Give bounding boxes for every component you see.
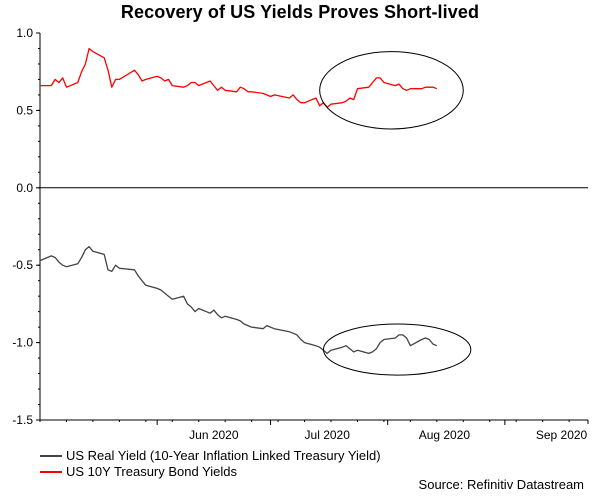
legend-swatch-10y-yield [40,470,62,473]
annotation-ellipse [319,51,464,130]
y-tick-label: -1.0 [12,336,33,350]
annotation-ellipse [322,323,472,376]
legend-item-10y-yield: US 10Y Treasury Bond Yields [40,464,237,479]
x-tick-label: Jun 2020 [189,428,239,442]
series-line-10y-yield [40,47,438,108]
x-tick-label: Sep 2020 [536,428,588,442]
series-line-real-yield [39,245,438,355]
x-tick-label: Aug 2020 [419,428,471,442]
chart-plot: 1.0 0.5 0.0 -0.5 -1.0 -1.5 Jun 2020 Jul 2020 Au… [12,26,589,442]
y-tick-label: -0.5 [12,258,33,272]
y-tick-label: -1.5 [12,413,33,427]
y-tick-label: 0.5 [16,103,33,117]
y-tick-label: 0.0 [16,181,33,195]
legend-item-real-yield: US Real Yield (10-Year Inflation Linked … [40,448,381,463]
legend-label-10y-yield: US 10Y Treasury Bond Yields [66,464,238,479]
x-tick-label: Jul 2020 [305,428,351,442]
source-note: Source: Refinitiv Datastream [418,477,584,492]
legend-swatch-real-yield [40,454,62,457]
chart-title: Recovery of US Yields Proves Short-lived [120,2,480,22]
y-tick-label: 1.0 [16,26,33,40]
legend-label-real-yield: US Real Yield (10-Year Inflation Linked … [66,448,381,463]
